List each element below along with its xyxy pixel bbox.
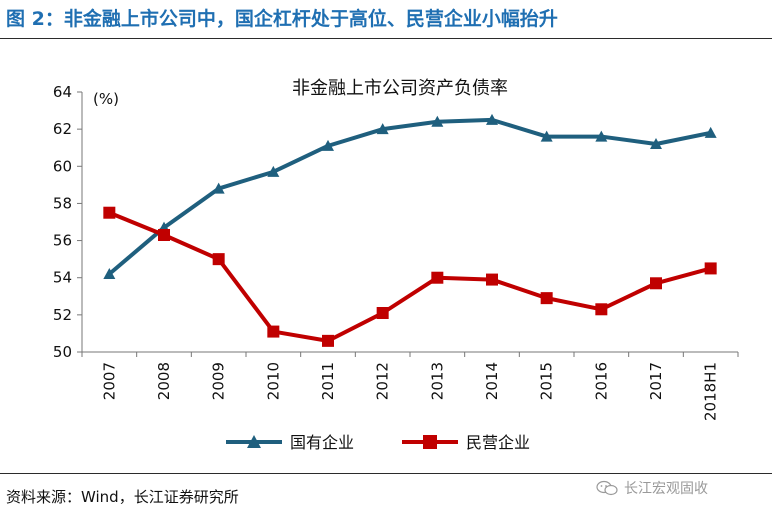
x-tick-label: 2013 — [428, 362, 446, 400]
y-tick-label: 58 — [53, 194, 72, 212]
legend-marker — [247, 435, 261, 448]
data-point — [650, 277, 662, 290]
legend-item-1: 国有企业 — [226, 433, 354, 452]
legend-item-2: 民营企业 — [402, 433, 530, 452]
y-tick-label: 56 — [53, 232, 72, 250]
x-tick-label: 2015 — [538, 362, 556, 400]
legend: 国有企业 民营企业 — [226, 433, 530, 452]
series-layer — [103, 113, 717, 347]
line-chart: 非金融上市公司资产负债率 (%) 50 52 54 56 58 60 62 64 2007 200… — [53, 78, 739, 452]
y-axis-unit: (%) — [93, 90, 119, 108]
series-1 — [103, 113, 717, 279]
y-tick-label: 62 — [53, 120, 72, 138]
chart-title: 非金融上市公司资产负债率 — [292, 78, 508, 99]
axes: 50 52 54 56 58 60 62 64 2007 2008 2009 2010 2011 2012… — [53, 83, 739, 421]
data-point — [103, 268, 116, 279]
data-point — [158, 229, 170, 241]
y-tick-label: 60 — [53, 157, 72, 175]
data-point — [540, 292, 553, 305]
data-point — [431, 271, 444, 284]
series-2 — [103, 206, 717, 347]
series-line — [108, 117, 712, 276]
data-point — [322, 139, 334, 151]
data-point — [376, 307, 389, 319]
source-note: 资料来源：Wind，长江证券研究所 — [6, 488, 239, 506]
data-point — [431, 115, 444, 127]
bottom-rule — [0, 473, 772, 474]
data-point — [212, 253, 225, 266]
data-point — [267, 325, 280, 338]
data-point — [704, 126, 717, 138]
figure-title: 图 2：非金融上市公司中，国企杠杆处于高位、民营企业小幅抬升 — [6, 8, 558, 30]
x-tick-label: 2017 — [647, 362, 665, 400]
legend-label: 民营企业 — [466, 433, 530, 452]
legend-marker — [423, 435, 437, 449]
data-point — [486, 273, 498, 286]
legend-label: 国有企业 — [290, 433, 354, 452]
data-point — [103, 206, 116, 219]
series-line — [108, 210, 712, 343]
y-tick-label: 64 — [53, 83, 72, 101]
x-tick-label: 2010 — [264, 362, 282, 400]
x-tick-label: 2018H1 — [702, 362, 720, 421]
top-rule — [0, 38, 772, 39]
data-point — [704, 262, 717, 275]
data-point — [376, 123, 389, 135]
wechat-icon — [596, 480, 618, 496]
data-point — [595, 303, 608, 316]
data-point — [650, 138, 662, 149]
x-tick-label: 2016 — [592, 362, 610, 400]
data-point — [486, 113, 498, 125]
data-point — [267, 165, 280, 177]
x-tick-label: 2011 — [319, 362, 337, 400]
data-point — [322, 334, 334, 347]
watermark: 长江宏观固收 — [596, 478, 708, 498]
x-tick-label: 2009 — [210, 362, 228, 400]
y-tick-label: 52 — [53, 306, 72, 324]
y-tick-label: 54 — [53, 269, 72, 287]
data-point — [212, 182, 225, 194]
y-tick-label: 50 — [53, 343, 72, 361]
data-point — [540, 130, 553, 142]
data-point — [595, 130, 608, 142]
x-tick-label: 2008 — [155, 362, 173, 400]
x-tick-label: 2007 — [100, 362, 118, 400]
watermark-text: 长江宏观固收 — [624, 481, 708, 497]
x-tick-label: 2014 — [483, 362, 501, 400]
x-tick-label: 2012 — [374, 362, 392, 400]
